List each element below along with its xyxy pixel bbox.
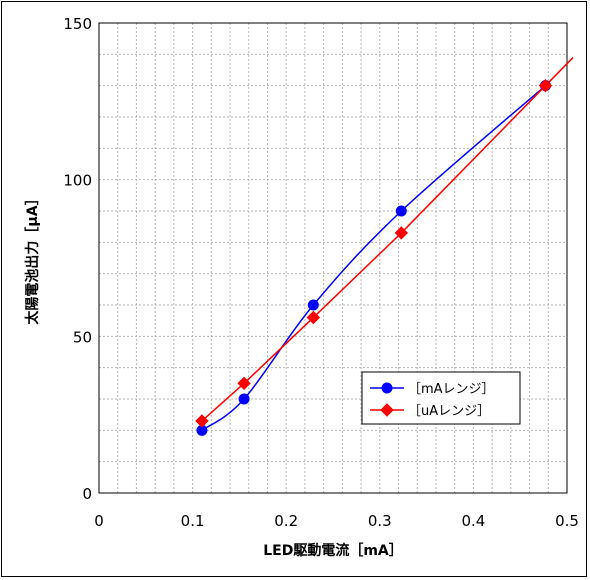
legend: ［mAレンジ］ ［uAレンジ］ bbox=[361, 371, 521, 425]
legend-marker-ua bbox=[380, 403, 394, 417]
y-axis-title: 太陽電池出力［μA］ bbox=[24, 191, 41, 324]
plot-area bbox=[98, 22, 568, 494]
data-point-1 bbox=[538, 78, 553, 93]
tick-labels: 0 0.1 0.2 0.3 0.4 0.5 0 50 100 150 bbox=[63, 15, 579, 530]
y-tick-label: 0 bbox=[82, 485, 92, 503]
data-point-1 bbox=[394, 226, 409, 240]
data-point-0 bbox=[395, 205, 407, 217]
series-layer bbox=[195, 57, 574, 436]
legend-label-ua: ［uAレンジ］ bbox=[408, 404, 490, 419]
grid-lines bbox=[99, 23, 567, 493]
legend-marker-ma bbox=[381, 382, 393, 394]
data-point-1 bbox=[195, 414, 209, 428]
x-axis-title: LED駆動電流［mA］ bbox=[263, 542, 403, 559]
x-tick-label: 0 bbox=[94, 512, 104, 530]
y-tick-label: 100 bbox=[63, 172, 92, 190]
data-point-1 bbox=[306, 310, 321, 325]
y-tick-label: 150 bbox=[63, 15, 92, 33]
series-line-1 bbox=[201, 57, 574, 422]
x-tick-label: 0.3 bbox=[368, 512, 392, 530]
legend-label-ma: ［mAレンジ］ bbox=[408, 382, 495, 397]
data-point-1 bbox=[237, 376, 251, 391]
data-point-0 bbox=[307, 299, 319, 311]
x-tick-label: 0.5 bbox=[555, 512, 579, 530]
legend-marker-shape bbox=[380, 403, 394, 417]
y-tick-label: 50 bbox=[73, 328, 92, 346]
data-point-0 bbox=[238, 393, 250, 405]
x-tick-label: 0.4 bbox=[461, 512, 485, 530]
legend-marker-shape bbox=[381, 382, 393, 394]
x-tick-label: 0.2 bbox=[274, 512, 298, 530]
x-tick-label: 0.1 bbox=[181, 512, 205, 530]
